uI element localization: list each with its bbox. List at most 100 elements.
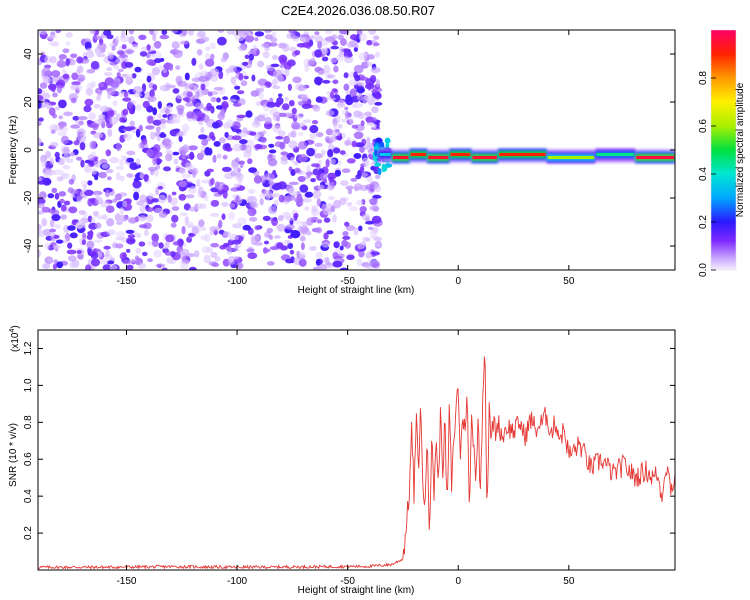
noise-cell: [204, 233, 211, 242]
noise-cell: [357, 82, 365, 87]
noise-cell: [298, 141, 308, 150]
noise-cell: [181, 226, 186, 235]
noise-cell: [373, 42, 380, 47]
noise-cell: [265, 172, 275, 182]
noise-cell: [115, 236, 125, 241]
y-tick-label: -40: [23, 238, 34, 253]
ridge-segment-core: [410, 152, 427, 157]
noise-cell: [350, 34, 359, 41]
noise-cell: [164, 82, 171, 91]
noise-cell: [49, 228, 57, 233]
noise-cell: [171, 191, 177, 196]
noise-cell: [366, 39, 373, 46]
onset-cell: [381, 164, 388, 172]
noise-cell: [116, 172, 121, 181]
noise-cell: [133, 191, 140, 201]
y-tick-label: 0.8: [23, 415, 34, 429]
noise-cell: [214, 181, 220, 189]
noise-cell: [332, 251, 339, 260]
noise-cell: [359, 146, 365, 153]
noise-cell: [138, 241, 146, 247]
noise-cell: [375, 174, 381, 180]
y-tick-label: 1.2: [23, 341, 34, 355]
noise-cell: [61, 69, 67, 74]
noise-cell: [321, 150, 327, 155]
noise-cell: [151, 67, 161, 76]
noise-cell: [122, 108, 129, 116]
noise-cell: [67, 187, 74, 194]
noise-cell: [112, 198, 118, 203]
noise-cell: [204, 58, 215, 67]
noise-cell: [145, 125, 155, 130]
noise-cell: [92, 190, 103, 196]
noise-cell: [93, 35, 103, 40]
noise-cell: [56, 261, 64, 269]
noise-cell: [268, 234, 273, 240]
noise-cell: [351, 124, 359, 129]
noise-cell: [344, 106, 349, 111]
noise-cell: [158, 123, 167, 129]
noise-cell: [294, 220, 305, 225]
noise-cell: [153, 40, 162, 49]
noise-cell: [210, 251, 218, 258]
snr-x-label: Height of straight line (km): [298, 585, 415, 596]
ridge-segment-core: [428, 155, 449, 160]
noise-cell: [153, 249, 162, 258]
noise-cell: [109, 80, 120, 88]
noise-cell: [221, 100, 229, 110]
noise-cell: [184, 221, 194, 228]
noise-cell: [266, 261, 275, 266]
noise-cell: [346, 254, 355, 260]
noise-cell: [180, 259, 190, 265]
noise-cell: [157, 185, 164, 190]
noise-cell: [200, 126, 205, 134]
noise-cell: [243, 75, 249, 80]
noise-cell: [330, 158, 336, 165]
colorbar-tick-label: 0.4: [698, 167, 709, 181]
noise-cell: [132, 180, 142, 189]
snr-series-line: [38, 356, 675, 570]
noise-cell: [38, 117, 44, 122]
noise-cell: [323, 232, 329, 240]
noise-cell: [237, 217, 247, 225]
noise-cell: [81, 180, 89, 187]
noise-cell: [154, 207, 164, 213]
y-tick-label: 1.0: [23, 378, 34, 392]
noise-cell: [132, 86, 143, 95]
noise-cell: [334, 135, 343, 141]
noise-cell: [333, 122, 338, 131]
noise-cell: [87, 154, 95, 161]
noise-cell: [66, 158, 74, 164]
noise-cell: [179, 248, 190, 256]
noise-cell: [86, 47, 93, 54]
noise-cell: [188, 185, 197, 194]
noise-cell: [112, 100, 118, 107]
noise-cell: [270, 63, 280, 68]
noise-cell: [204, 146, 211, 156]
noise-cell: [78, 120, 84, 126]
noise-cell: [264, 47, 270, 51]
noise-cell: [314, 76, 323, 86]
noise-cell: [185, 162, 192, 170]
noise-cell: [167, 194, 172, 203]
noise-cell: [356, 199, 364, 206]
noise-cell: [229, 203, 236, 208]
noise-cell: [356, 258, 363, 267]
noise-cell: [266, 227, 273, 234]
noise-cell: [51, 214, 61, 222]
noise-cell: [134, 104, 142, 111]
noise-cell: [158, 64, 163, 71]
noise-cell: [171, 206, 180, 211]
noise-cell: [216, 153, 222, 159]
noise-cell: [198, 186, 204, 195]
noise-cell: [305, 230, 312, 236]
noise-cell: [353, 131, 364, 140]
noise-cell: [252, 45, 258, 53]
noise-cell: [324, 136, 331, 143]
noise-cell: [135, 158, 141, 166]
noise-cell: [172, 88, 180, 94]
noise-cell: [358, 33, 367, 42]
noise-cell: [78, 210, 86, 215]
noise-cell: [56, 84, 63, 94]
noise-cell: [153, 151, 163, 158]
